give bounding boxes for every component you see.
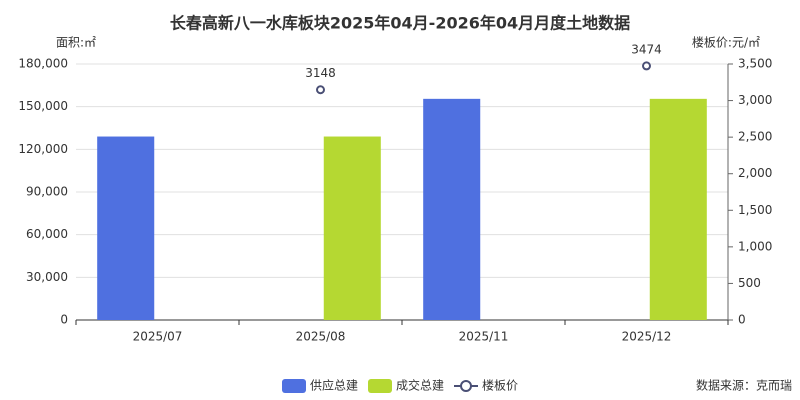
x-tick-label: 2025/11 xyxy=(459,330,509,344)
chart-title: 长春高新八一水库板块2025年04月-2026年04月月度土地数据 xyxy=(170,14,630,33)
legend-label: 成交总建 xyxy=(396,378,444,393)
y-tick-label: 30,000 xyxy=(26,270,68,284)
x-tick-label: 2025/12 xyxy=(622,330,672,344)
y-tick-label: 120,000 xyxy=(18,142,68,156)
y2-tick-label: 0 xyxy=(738,313,746,327)
line-point xyxy=(316,85,325,95)
bar xyxy=(649,98,707,320)
y2-tick-label: 2,500 xyxy=(738,130,772,144)
bar xyxy=(97,136,155,320)
x-tick-label: 2025/08 xyxy=(296,330,346,344)
y-tick-label: 0 xyxy=(60,313,68,327)
y2-tick-label: 2,000 xyxy=(738,166,772,180)
y2-axis-label: 楼板价:元/㎡ xyxy=(692,35,760,50)
bar xyxy=(423,98,481,320)
bar xyxy=(323,136,381,320)
data-label: 3148 xyxy=(305,66,336,80)
x-tick-label: 2025/07 xyxy=(133,330,183,344)
y2-tick-label: 3,000 xyxy=(738,93,772,107)
legend-swatch xyxy=(368,379,392,393)
legend-label: 楼板价 xyxy=(482,378,518,393)
y2-tick-label: 500 xyxy=(738,276,761,290)
y-axis-label: 面积:㎡ xyxy=(56,36,96,50)
y-tick-label: 180,000 xyxy=(18,57,68,71)
y-tick-label: 150,000 xyxy=(18,99,68,113)
y2-tick-label: 1,500 xyxy=(738,203,772,217)
line-point xyxy=(642,61,651,71)
y-tick-label: 60,000 xyxy=(26,227,68,241)
data-label: 3474 xyxy=(631,42,662,56)
legend-swatch xyxy=(460,380,472,392)
legend-label: 供应总建 xyxy=(310,378,358,393)
legend-swatch xyxy=(282,379,306,393)
source-note: 数据来源：克而瑞 xyxy=(696,378,792,393)
y2-tick-label: 1,000 xyxy=(738,239,772,253)
y-tick-label: 90,000 xyxy=(26,185,68,199)
y2-tick-label: 3,500 xyxy=(738,57,772,71)
